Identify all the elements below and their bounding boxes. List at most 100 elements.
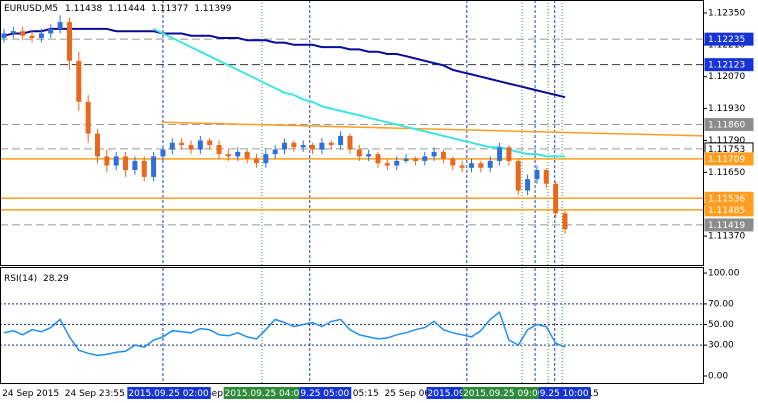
level-label-box [704,152,754,166]
candle-body [403,158,409,161]
y-tick-label: 1.12350 [708,8,745,18]
candle-body [375,154,381,164]
candle-body [506,147,512,161]
candle-body [160,149,166,157]
rsi-name: RSI(14) [4,274,37,284]
y-tick-label: 1.11930 [708,104,745,114]
candle-body [440,151,446,159]
candle-body [1,33,7,39]
quote-open: 1.11438 [65,4,102,14]
candle-body [394,160,400,166]
candle-body [123,156,129,171]
quote-low: 1.11377 [151,4,188,14]
candle-body [48,28,54,34]
candle-body [459,165,465,168]
candle-body [300,145,306,148]
candle-body [478,163,484,168]
time-label: 24 Sep 23:55 [65,389,125,399]
candle-body [20,31,26,36]
level-label: 1.12123 [708,61,745,71]
candle-body [272,149,278,155]
candle-body [66,22,72,61]
time-label-box [426,387,467,399]
time-label: 9.25 10:00 [540,389,589,399]
candle-body [291,142,297,148]
rsi-tick-label: 100.00 [708,269,740,279]
candle-body [347,135,353,150]
candle-body [562,213,568,230]
candle-body [113,156,119,166]
time-label-box [462,387,546,399]
time-label: 2015.09.25 09:00 [463,389,544,399]
rsi-header: RSI(14) 28.29 [4,274,69,284]
y-tick-label: 1.11370 [708,232,745,242]
candle-body [282,142,287,150]
candle-body [104,156,110,166]
candle-body [525,179,531,191]
price-panel [1,1,703,265]
candle-body [384,163,390,166]
y-tick-label: 1.11650 [708,168,745,178]
candle-body [216,145,222,155]
level-label-box [704,32,754,46]
candle-body [244,151,250,159]
time-label: 05:15 [353,389,379,399]
candle-body [497,147,503,161]
candle-body [422,156,428,161]
candle-body [29,35,35,39]
quote-high: 1.11444 [108,4,145,14]
time-label: 9.25 05:00 [300,389,349,399]
candle-body [319,142,325,150]
candle-body [151,156,157,177]
rsi-frame [0,267,704,384]
time-label-box [538,387,591,399]
time-label: 2015.09 [428,389,465,399]
time-label-box [127,387,211,399]
candle-body [10,31,16,34]
candle-body [141,160,147,177]
candle-body [76,60,82,102]
quote-close: 1.11399 [194,4,231,14]
level-label-box [704,58,754,72]
candle-body [450,158,456,166]
candle-body [412,158,418,161]
candle-body [207,140,213,146]
candle-body [487,160,493,168]
trend-line [162,121,703,137]
candle-body [235,151,241,157]
rsi-line [3,310,566,357]
time-label-box [299,387,352,399]
symbol: EURUSD,M5 [4,4,58,14]
time-label: Sep [206,389,223,399]
level-label-box [704,218,754,232]
level-label: 1.11753 [708,145,745,155]
candle-body [553,183,559,214]
candle-body [253,158,259,164]
candle-body [132,160,138,171]
candle-body [179,142,185,146]
level-label: 1.11709 [708,155,745,165]
price-frame [0,0,704,266]
candle-body [95,133,100,157]
rsi-value: 28.29 [43,274,69,284]
y-tick-label: 1.12070 [708,72,745,82]
candle-body [188,145,194,150]
rsi-tick-label: 50.00 [708,320,734,330]
candle-body [515,160,521,191]
candle-body [169,142,175,150]
candle-body [225,154,231,157]
symbol-header: EURUSD,M5 1.11438 1.11444 1.11377 1.1139… [4,4,232,14]
candle-body [38,33,44,39]
level-label: 1.11485 [708,206,745,216]
time-label-box [223,387,307,399]
level-label: 1.11860 [708,121,745,131]
candle-body [263,154,269,164]
candle-body [469,163,474,168]
time-label: 2015.09.25 04:00 [225,389,306,399]
candle-body [356,149,362,157]
time-label: 25 Sep 06 [385,389,431,399]
candle-body [431,151,437,157]
rsi-tick-label: 30.00 [708,341,734,351]
